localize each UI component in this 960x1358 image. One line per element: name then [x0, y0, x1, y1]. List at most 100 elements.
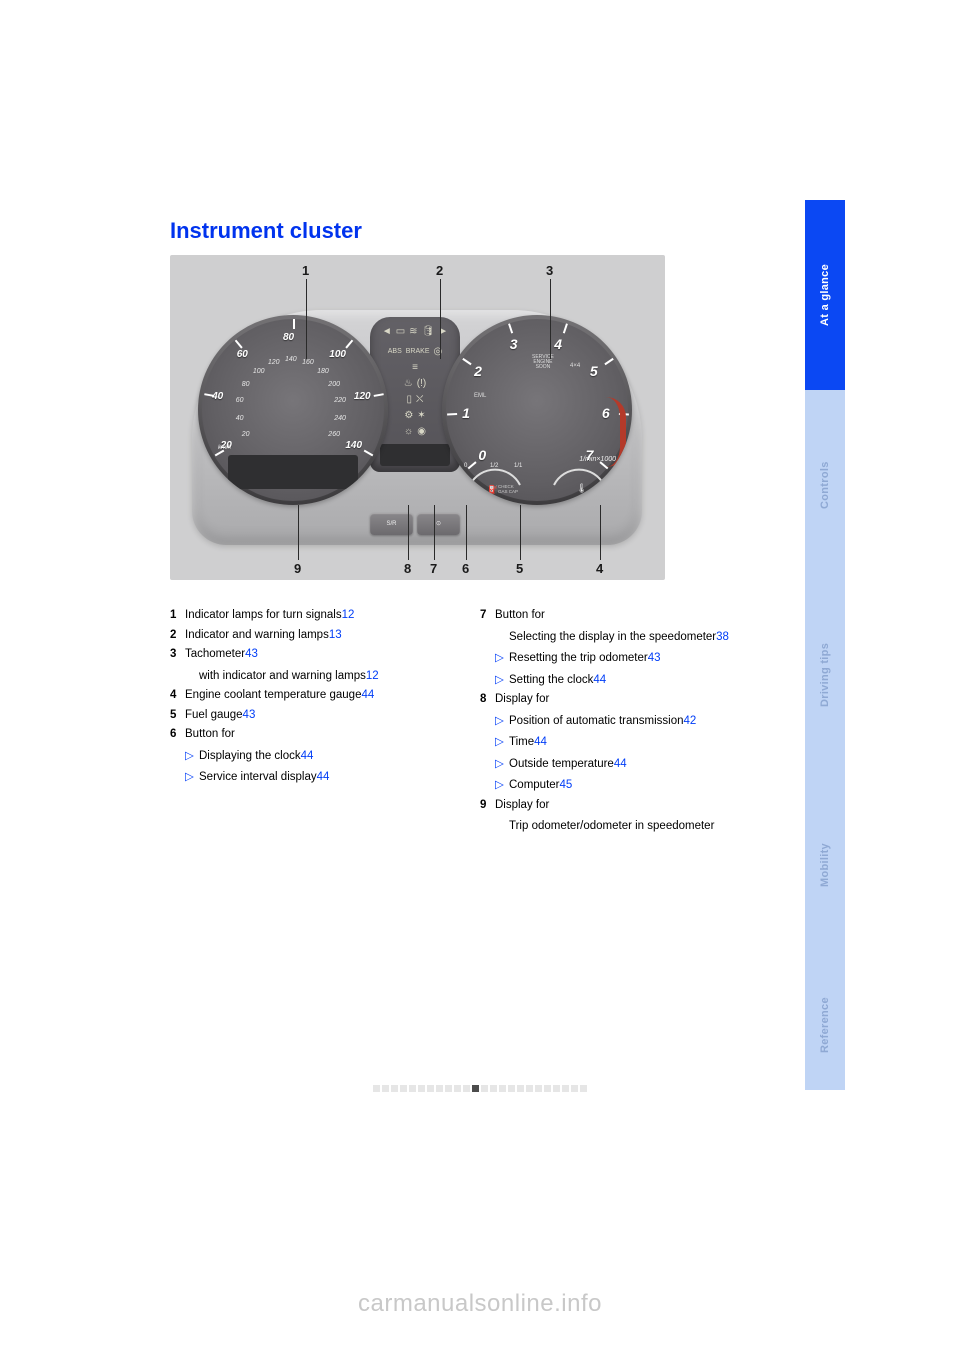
- legend-number: 8: [480, 690, 495, 796]
- page-dot: [454, 1085, 461, 1092]
- defrost-icon: ♨: [404, 378, 413, 389]
- page-ref[interactable]: 12: [342, 609, 355, 621]
- fuel-gauge: 01/21/1CHECKGAS CAP⛽: [460, 457, 530, 497]
- kmh-label: km/h: [218, 445, 231, 451]
- side-tab[interactable]: Controls: [805, 390, 845, 580]
- legend-subtext: Service interval display44: [199, 768, 462, 788]
- page-dot: [517, 1085, 524, 1092]
- page-dot: [481, 1085, 488, 1092]
- legend-subitem: ▷Computer45: [495, 776, 772, 796]
- thermometer-icon: 🌡: [576, 483, 587, 494]
- callout-number: 2: [436, 263, 443, 278]
- page-dot: [553, 1085, 560, 1092]
- speedo-kmh-number: 240: [334, 415, 346, 422]
- page-ref[interactable]: 44: [534, 736, 547, 748]
- page-ref[interactable]: 44: [593, 674, 606, 686]
- page-ref[interactable]: 43: [243, 709, 256, 721]
- page-ref[interactable]: 44: [317, 771, 330, 783]
- speedo-mph-number: 140: [345, 440, 362, 451]
- callout-leader: [466, 505, 467, 560]
- legend-item: 5Fuel gauge43: [170, 706, 462, 726]
- page-ref[interactable]: 44: [614, 758, 627, 770]
- tach-number: 3: [510, 336, 518, 352]
- legend-item: 4Engine coolant temperature gauge44: [170, 686, 462, 706]
- page-dot: [445, 1085, 452, 1092]
- oil-icon: 🛢: [422, 326, 435, 337]
- tpms-icon: (!): [417, 378, 426, 389]
- caret-icon: ▷: [495, 649, 509, 669]
- speedo-kmh-number: 140: [285, 356, 297, 363]
- page-indicator: [0, 1085, 960, 1092]
- page-ref[interactable]: 42: [684, 715, 697, 727]
- page-ref[interactable]: 45: [560, 779, 573, 791]
- speedo-mph-number: 80: [283, 332, 294, 343]
- page-dot: [436, 1085, 443, 1092]
- speedo-kmh-number: 100: [253, 368, 265, 375]
- caret-icon: ▷: [495, 712, 509, 732]
- page-dot: [508, 1085, 515, 1092]
- page-ref[interactable]: 43: [245, 648, 258, 660]
- page-dot: [562, 1085, 569, 1092]
- speedo-kmh-number: 220: [334, 397, 346, 404]
- legend-text: Fuel gauge43: [185, 706, 462, 726]
- page-dot: [409, 1085, 416, 1092]
- center-lcd: [380, 444, 450, 466]
- legend-subitem: ▷Resetting the trip odometer43: [495, 649, 772, 669]
- legend-item: 6Button for▷Displaying the clock44▷Servi…: [170, 725, 462, 788]
- page-ref[interactable]: 44: [361, 689, 374, 701]
- speedo-kmh-number: 200: [328, 381, 340, 388]
- speedo-kmh-number: 20: [242, 431, 250, 438]
- legend-subitem: ▷Position of automatic transmission42: [495, 712, 772, 732]
- page-ref[interactable]: 43: [648, 652, 661, 664]
- speedometer-gauge: 2040608010012014020406080100120140160180…: [198, 315, 388, 505]
- legend-subtext: with indicator and warning lamps12: [199, 667, 462, 687]
- page-ref[interactable]: 12: [366, 670, 379, 682]
- tach-number: 4: [554, 336, 562, 352]
- legend-text: Indicator lamps for turn signals12: [185, 606, 462, 626]
- side-tab[interactable]: Reference: [805, 960, 845, 1090]
- tach-number: 1: [462, 405, 470, 421]
- side-tab[interactable]: Driving tips: [805, 580, 845, 770]
- legend-subtext: Trip odometer/odometer in speedometer: [509, 817, 772, 837]
- legend-text: Button for: [185, 725, 462, 745]
- page-title: Instrument cluster: [170, 218, 362, 244]
- seatbelt-icon: ⛌: [416, 394, 423, 405]
- page-dot: [400, 1085, 407, 1092]
- check-gascap-label: CHECKGAS CAP: [498, 485, 518, 494]
- legend-number: 1: [170, 606, 185, 626]
- legend-item: 2Indicator and warning lamps13: [170, 626, 462, 646]
- speedo-kmh-number: 260: [328, 431, 340, 438]
- fog-icon: ≡: [412, 362, 418, 373]
- page-dot: [391, 1085, 398, 1092]
- legend-subitem: Selecting the display in the speedometer…: [495, 628, 772, 648]
- page-ref[interactable]: 38: [716, 631, 729, 643]
- legend-text: Tachometer43: [185, 645, 462, 665]
- page-ref[interactable]: 44: [301, 750, 314, 762]
- side-tab[interactable]: Mobility: [805, 770, 845, 960]
- page-ref[interactable]: 13: [329, 629, 342, 641]
- side-tab[interactable]: At a glance: [805, 200, 845, 390]
- legend-subitem: ▷Service interval display44: [185, 768, 462, 788]
- legend-number: 5: [170, 706, 185, 726]
- caret-icon: ▷: [495, 755, 509, 775]
- legend-lists: 1Indicator lamps for turn signals122Indi…: [170, 606, 790, 837]
- callout-leader: [298, 505, 299, 560]
- callout-leader: [520, 505, 521, 560]
- speedo-kmh-number: 60: [236, 397, 244, 404]
- dsc-icon: ◉: [417, 426, 426, 437]
- battery-icon: ▭: [396, 326, 405, 337]
- button-sr[interactable]: S/R: [370, 513, 413, 535]
- legend-subtext: Selecting the display in the speedometer…: [509, 628, 772, 648]
- legend-number: 3: [170, 645, 185, 686]
- brake-icon: BRAKE: [406, 348, 430, 355]
- airbag-icon: ✶: [417, 410, 425, 421]
- button-clock[interactable]: ⊙: [417, 513, 460, 535]
- legend-subtext: Displaying the clock44: [199, 747, 462, 767]
- legend-number: 6: [170, 725, 185, 788]
- callout-number: 9: [294, 561, 301, 576]
- legend-item: 7Button forSelecting the display in the …: [480, 606, 772, 690]
- callout-number: 8: [404, 561, 411, 576]
- callout-leader: [550, 279, 551, 359]
- coolant-temp-gauge: 🌡: [544, 457, 614, 497]
- speedo-kmh-number: 40: [236, 415, 244, 422]
